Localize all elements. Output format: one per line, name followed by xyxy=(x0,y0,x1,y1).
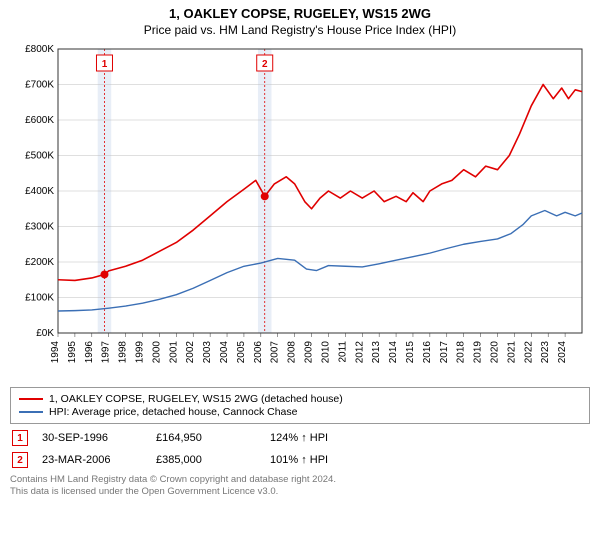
sale-record-row: 1 30-SEP-1996 £164,950 124% ↑ HPI xyxy=(12,430,590,446)
legend-row: HPI: Average price, detached house, Cann… xyxy=(19,406,581,418)
sale-price: £385,000 xyxy=(156,454,256,466)
legend-row: 1, OAKLEY COPSE, RUGELEY, WS15 2WG (deta… xyxy=(19,393,581,405)
sale-delta: 101% ↑ HPI xyxy=(270,454,370,466)
chart-subtitle: Price paid vs. HM Land Registry's House … xyxy=(10,23,590,37)
sale-marker-badge: 1 xyxy=(12,430,28,446)
legend-label: 1, OAKLEY COPSE, RUGELEY, WS15 2WG (deta… xyxy=(49,393,343,405)
sale-marker-dot xyxy=(261,192,269,200)
xtick-label: 2014 xyxy=(388,341,399,364)
ytick-label: £200K xyxy=(25,257,54,268)
line-chart: £0K £100K £200K £300K £400K £500K £600K £700K £8… xyxy=(10,43,590,383)
ytick-label: £700K xyxy=(25,80,54,91)
sale-marker-dot xyxy=(100,270,108,278)
ytick-label: £0K xyxy=(36,328,54,339)
xtick-label: 1995 xyxy=(67,341,78,364)
legend-swatch xyxy=(19,411,43,413)
sale-price: £164,950 xyxy=(156,432,256,444)
xtick-label: 2006 xyxy=(253,341,264,364)
sales-table: 1 30-SEP-1996 £164,950 124% ↑ HPI 2 23-MAR-20… xyxy=(10,430,590,468)
xtick-label: 2015 xyxy=(405,341,416,364)
xtick-label: 2010 xyxy=(320,341,331,364)
xtick-label: 1999 xyxy=(135,341,146,364)
xtick-label: 2017 xyxy=(439,341,450,364)
xtick-label: 2011 xyxy=(337,341,348,363)
xtick-label: 2023 xyxy=(540,341,551,364)
xtick-label: 2007 xyxy=(270,341,281,364)
xtick-label: 2001 xyxy=(168,341,179,364)
legend-label: HPI: Average price, detached house, Cann… xyxy=(49,406,297,418)
xtick-label: 2000 xyxy=(151,341,162,364)
xtick-label: 2008 xyxy=(287,341,298,364)
series-line-hpi xyxy=(58,211,582,311)
sale-marker-number: 1 xyxy=(102,59,108,70)
xtick-label: 2009 xyxy=(304,341,315,364)
chart-title: 1, OAKLEY COPSE, RUGELEY, WS15 2WG xyxy=(10,6,590,21)
legend: 1, OAKLEY COPSE, RUGELEY, WS15 2WG (deta… xyxy=(10,387,590,424)
sale-record-row: 2 23-MAR-2006 £385,000 101% ↑ HPI xyxy=(12,452,590,468)
sale-marker-number: 2 xyxy=(262,59,268,70)
chart-area: £0K £100K £200K £300K £400K £500K £600K £700K £8… xyxy=(10,43,590,383)
sale-date: 30-SEP-1996 xyxy=(42,432,142,444)
ytick-label: £400K xyxy=(25,186,54,197)
ytick-label: £100K xyxy=(25,293,54,304)
xtick-label: 2021 xyxy=(506,341,517,364)
sale-date: 23-MAR-2006 xyxy=(42,454,142,466)
legend-swatch xyxy=(19,398,43,400)
xtick-label: 2004 xyxy=(219,341,230,364)
xtick-label: 2012 xyxy=(354,341,365,364)
ytick-label: £800K xyxy=(25,44,54,55)
xtick-label: 1997 xyxy=(101,341,112,364)
ytick-label: £500K xyxy=(25,151,54,162)
xtick-label: 2002 xyxy=(185,341,196,364)
xtick-label: 2016 xyxy=(422,341,433,364)
xtick-label: 2020 xyxy=(489,341,500,364)
ytick-label: £300K xyxy=(25,222,54,233)
xtick-label: 1996 xyxy=(84,341,95,364)
ytick-label: £600K xyxy=(25,115,54,126)
xtick-label: 2013 xyxy=(371,341,382,364)
xtick-label: 1994 xyxy=(50,341,61,364)
footnote-line: Contains HM Land Registry data © Crown c… xyxy=(10,474,336,485)
sale-marker-badge: 2 xyxy=(12,452,28,468)
xtick-label: 2024 xyxy=(557,341,568,364)
footnote-line: This data is licensed under the Open Gov… xyxy=(10,486,278,497)
attribution-footnote: Contains HM Land Registry data © Crown c… xyxy=(10,474,590,498)
xtick-label: 2005 xyxy=(236,341,247,364)
xtick-label: 2019 xyxy=(473,341,484,364)
sale-delta: 124% ↑ HPI xyxy=(270,432,370,444)
series-line-subject xyxy=(58,85,582,281)
xtick-label: 2018 xyxy=(456,341,467,364)
xtick-label: 2022 xyxy=(523,341,534,364)
xtick-label: 2003 xyxy=(202,341,213,364)
xtick-label: 1998 xyxy=(118,341,129,364)
